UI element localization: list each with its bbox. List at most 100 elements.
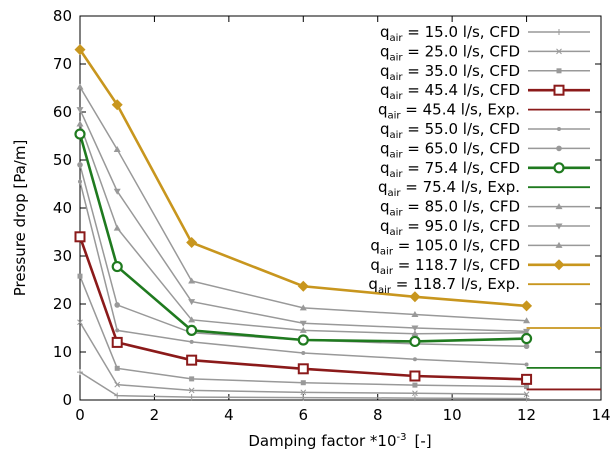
legend-entry: qair = 95.0 l/s, CFD — [380, 217, 590, 238]
y-tick-label: 10 — [53, 343, 72, 361]
data-point — [524, 384, 530, 390]
data-point — [301, 350, 306, 355]
x-tick-label: 10 — [443, 406, 462, 424]
legend-label: qair = 55.0 l/s, CFD — [380, 120, 520, 141]
data-point — [299, 326, 307, 333]
data-point — [300, 389, 307, 396]
data-point — [76, 83, 84, 90]
series-95-0-cfd — [76, 107, 531, 335]
legend-label: qair = 25.0 l/s, CFD — [380, 42, 520, 63]
y-tick-label: 60 — [53, 103, 72, 121]
series-layer — [74, 44, 533, 402]
legend-entry: qair = 45.4 l/s, Exp. — [378, 101, 590, 122]
data-point — [76, 107, 84, 114]
legend-swatch-marker — [553, 259, 565, 271]
series-45-4-cfd — [74, 231, 533, 385]
data-point — [186, 237, 198, 249]
experimental-layer — [526, 327, 601, 391]
data-point — [114, 302, 121, 308]
data-point — [409, 335, 421, 348]
data-point — [523, 391, 530, 398]
x-axis-title-text: Damping factor *10 — [248, 432, 396, 450]
series-line — [78, 133, 527, 343]
y-axis-title: Pressure drop [Pa/m] — [11, 140, 29, 297]
data-point — [409, 370, 421, 382]
series-line — [79, 86, 527, 322]
data-point — [111, 336, 123, 348]
legend-entry: qair = 25.0 l/s, CFD — [380, 42, 590, 63]
data-point — [412, 382, 418, 388]
legend-swatch-marker — [553, 162, 565, 174]
y-tick-label: 30 — [53, 247, 72, 265]
data-point — [186, 324, 198, 336]
series-line — [78, 48, 527, 308]
legend-label: qair = 75.4 l/s, Exp. — [378, 178, 520, 199]
data-point — [411, 330, 419, 337]
legend-swatch-marker — [555, 203, 563, 210]
y-tick-label: 80 — [53, 7, 72, 25]
legend-entry: qair = 35.0 l/s, CFD — [380, 62, 590, 83]
legend-entry: qair = 118.7 l/s, CFD — [370, 256, 590, 277]
data-point — [411, 395, 418, 402]
legend-label: qair = 85.0 l/s, CFD — [380, 198, 520, 219]
series-line — [79, 371, 527, 400]
y-tick-label: 50 — [53, 151, 72, 169]
x-axis-title-exponent: -3 — [397, 432, 407, 443]
legend-label: qair = 65.0 l/s, CFD — [380, 139, 520, 160]
legend-entry: qair = 75.4 l/s, CFD — [380, 159, 590, 180]
series-15-0-cfd — [77, 369, 530, 402]
legend-label: qair = 15.0 l/s, CFD — [380, 23, 520, 44]
data-point — [77, 162, 83, 168]
legend-entry: qair = 55.0 l/s, CFD — [380, 120, 590, 141]
series-line — [79, 123, 527, 335]
data-point — [521, 300, 533, 312]
data-point — [523, 343, 530, 350]
y-axis-ticks: 0 10 20 30 40 50 60 70 80 — [53, 7, 601, 409]
data-point — [188, 277, 196, 284]
data-point — [523, 395, 530, 402]
legend-swatch-marker — [556, 145, 562, 152]
data-point — [114, 381, 121, 388]
series-55-0-cfd — [78, 179, 529, 367]
legend-label: qair = 45.4 l/s, CFD — [380, 81, 520, 102]
legend-entry: qair = 118.7 l/s, Exp. — [368, 275, 590, 296]
legend-swatch-marker — [553, 84, 565, 96]
data-point — [77, 273, 83, 279]
y-tick-label: 70 — [53, 55, 72, 73]
data-point — [189, 376, 195, 382]
legend-label: qair = 75.4 l/s, CFD — [380, 159, 520, 180]
data-point — [74, 44, 86, 56]
x-tick-label: 0 — [75, 406, 85, 424]
data-point — [113, 224, 121, 231]
data-point — [520, 332, 533, 345]
x-tick-label: 14 — [591, 406, 610, 424]
data-point — [188, 394, 195, 401]
data-point — [74, 231, 86, 243]
data-point — [299, 320, 307, 327]
data-point — [111, 260, 123, 273]
data-point — [300, 380, 306, 386]
data-point — [409, 291, 421, 303]
data-point — [114, 392, 121, 399]
series-105-0-cfd — [76, 83, 531, 324]
data-point — [78, 179, 82, 184]
legend-label: qair = 118.7 l/s, Exp. — [368, 275, 520, 296]
data-point — [300, 394, 307, 401]
legend-entry: qair = 105.0 l/s, CFD — [370, 236, 590, 257]
data-point — [113, 188, 121, 195]
data-point — [115, 328, 120, 333]
legend-entry: qair = 65.0 l/s, CFD — [380, 139, 590, 160]
data-point — [523, 328, 531, 335]
data-point — [297, 280, 309, 292]
x-tick-label: 4 — [224, 406, 234, 424]
data-point — [188, 299, 196, 306]
series-line — [78, 236, 527, 381]
legend-entry: qair = 85.0 l/s, CFD — [380, 198, 590, 219]
legend-label: qair = 105.0 l/s, CFD — [370, 236, 520, 257]
legend-entry: qair = 15.0 l/s, CFD — [380, 23, 590, 44]
data-point — [523, 317, 531, 324]
y-tick-label: 40 — [53, 199, 72, 217]
data-point — [189, 339, 194, 344]
